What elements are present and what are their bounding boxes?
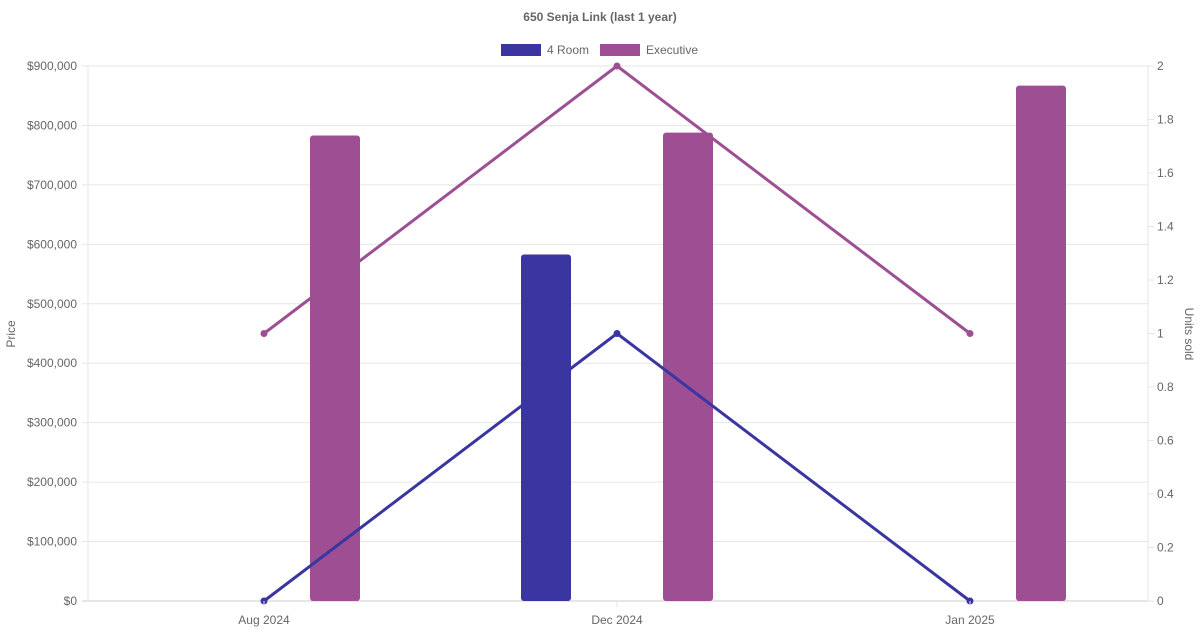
right-tick-label: 0 [1157,594,1164,608]
lines [260,62,974,605]
legend-label: Executive [646,43,698,57]
legend: 4 Room Executive [501,43,698,57]
right-axis-title: Units sold [1182,308,1196,361]
right-tick-label: 0.2 [1157,541,1174,555]
left-tick-label: $900,000 [27,59,77,73]
right-tick-label: 0.6 [1157,434,1174,448]
point-executive [260,330,268,337]
legend-swatch [600,44,640,56]
left-tick-label: $800,000 [27,118,77,132]
left-tick-label: $400,000 [27,356,77,370]
x-axis: Aug 2024 Dec 2024 Jan 2025 [238,601,995,627]
point-4-room [613,330,621,337]
right-tick-label: 2 [1157,59,1164,73]
x-tick-label: Aug 2024 [238,613,290,627]
line-executive [263,64,971,335]
grid [82,65,1148,602]
line-4-room [263,332,971,603]
x-tick-label: Jan 2025 [945,613,995,627]
left-tick-label: $500,000 [27,297,77,311]
bar-4-room [521,254,571,601]
right-tick-label: 1.6 [1157,166,1174,180]
bar-executive [310,135,360,602]
bar-executive [663,132,713,602]
legend-swatch [501,44,541,56]
left-y-axis: $0 $100,000 $200,000 $300,000 $400,000 $500,0… [27,59,89,608]
point-executive [966,330,974,337]
bars [310,85,1066,602]
chart-title: 650 Senja Link (last 1 year) [523,10,676,24]
right-tick-label: 1 [1157,327,1164,341]
right-tick-label: 1.4 [1157,220,1174,234]
left-tick-label: $700,000 [27,178,77,192]
bar-executive [1016,85,1066,601]
legend-label: 4 Room [547,43,589,57]
x-tick-label: Dec 2024 [591,613,643,627]
left-tick-label: $600,000 [27,237,77,251]
left-tick-label: $100,000 [27,535,77,549]
right-y-axis: 0 0.2 0.4 0.6 0.8 1 1.2 1.4 1.6 1.8 2 [1147,59,1174,608]
left-axis-title: Price [4,320,18,348]
left-tick-label: $300,000 [27,416,77,430]
right-tick-label: 0.4 [1157,487,1174,501]
right-tick-label: 1.8 [1157,113,1174,127]
right-tick-label: 0.8 [1157,380,1174,394]
left-tick-label: $200,000 [27,475,77,489]
left-tick-label: $0 [64,594,78,608]
right-tick-label: 1.2 [1157,273,1174,287]
point-executive [613,62,621,70]
